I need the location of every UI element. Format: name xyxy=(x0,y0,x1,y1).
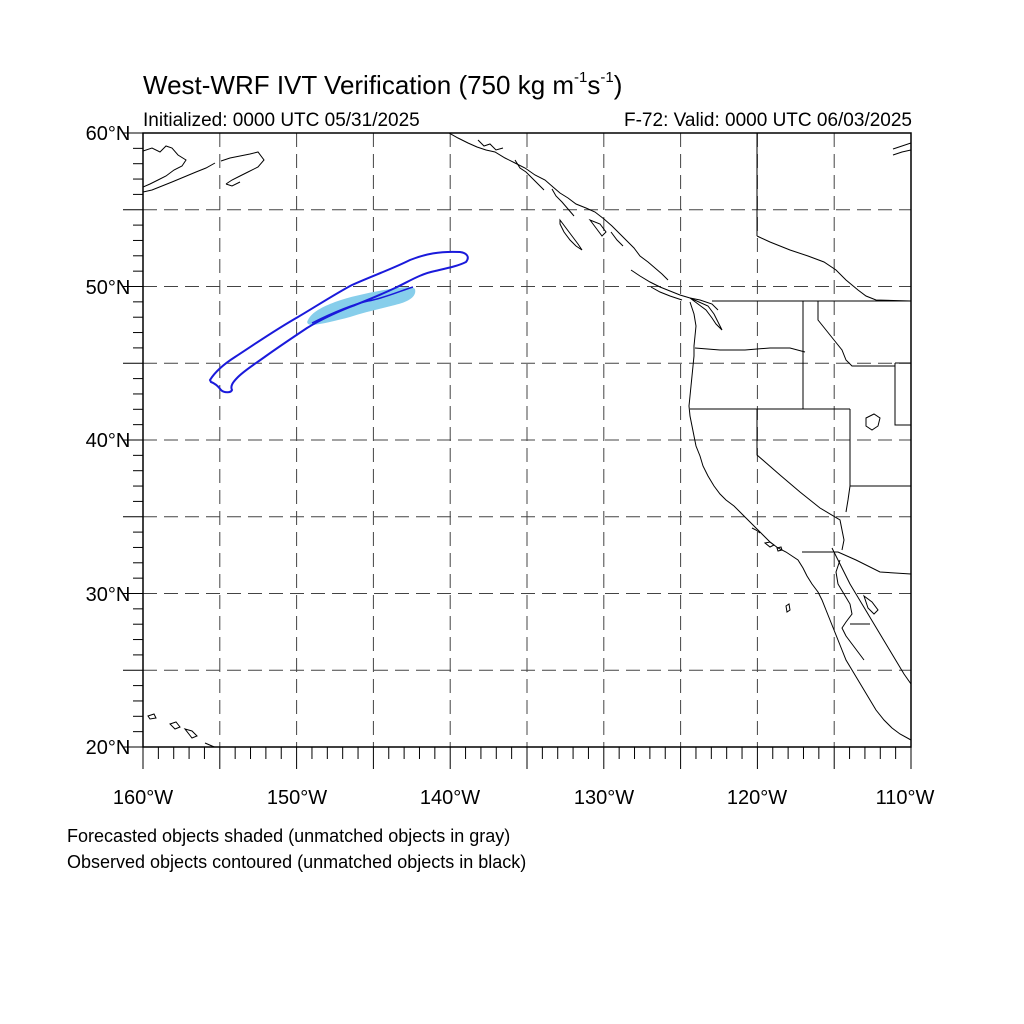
lon-label: 130°W xyxy=(574,787,634,809)
latitude-labels: 60°N 50°N 40°N 30°N 20°N xyxy=(86,123,131,759)
lon-label: 110°W xyxy=(876,787,935,809)
political-borders xyxy=(690,133,911,625)
valid-time: F-72: Valid: 0000 UTC 06/03/2025 xyxy=(624,110,912,131)
observed-object-contour xyxy=(208,250,469,394)
lat-label: 60°N xyxy=(86,123,131,145)
map-title: West-WRF IVT Verification (750 kg m-1s-1… xyxy=(143,69,623,100)
axis-ticks xyxy=(123,132,912,769)
lon-label: 120°W xyxy=(727,787,787,809)
lat-label: 40°N xyxy=(86,430,131,452)
lon-label: 150°W xyxy=(267,787,327,809)
legend-note-forecast: Forecasted objects shaded (unmatched obj… xyxy=(67,826,511,846)
lon-label: 140°W xyxy=(420,787,480,809)
lat-lon-grid xyxy=(143,133,911,747)
coastline xyxy=(143,133,911,747)
lat-label: 30°N xyxy=(86,584,131,606)
longitude-labels: 160°W 150°W 140°W 130°W 120°W 110°W xyxy=(113,787,935,809)
initialized-time: Initialized: 0000 UTC 05/31/2025 xyxy=(143,110,420,131)
lat-label: 20°N xyxy=(86,737,131,759)
legend-note-observed: Observed objects contoured (unmatched ob… xyxy=(67,852,527,872)
lat-label: 50°N xyxy=(86,277,131,299)
map-frame xyxy=(142,132,912,748)
forecast-object xyxy=(307,287,416,325)
lon-label: 160°W xyxy=(113,787,173,809)
observed-object-axis xyxy=(311,286,414,324)
